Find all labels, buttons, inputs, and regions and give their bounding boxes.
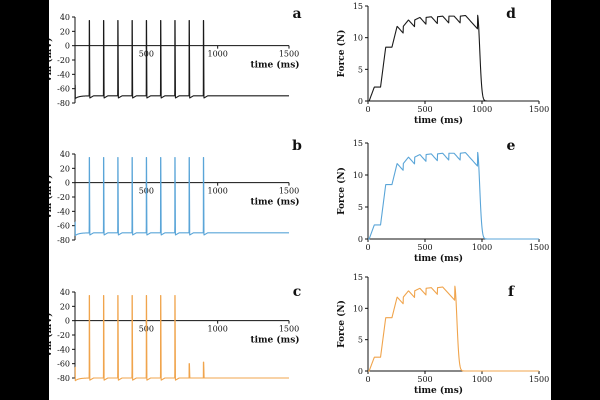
- y-tick-label: 15: [353, 273, 363, 282]
- x-tick-label: 1500: [279, 50, 299, 59]
- series-line-d: [367, 14, 540, 102]
- y-tick-label: -20: [57, 193, 70, 202]
- series-line-a: [74, 20, 290, 100]
- x-axis-label: time (ms): [414, 385, 463, 396]
- y-tick-label: -40: [57, 345, 70, 354]
- panel-letter-d: d: [506, 6, 516, 22]
- y-tick-label: -60: [57, 85, 70, 94]
- y-tick-label: 5: [358, 65, 363, 74]
- y-axis-label: Vm (mV): [49, 175, 54, 221]
- y-tick-label: -40: [57, 207, 70, 216]
- x-tick-label: 0: [365, 105, 370, 114]
- y-tick-label: -60: [57, 222, 70, 231]
- x-axis-label: time (ms): [414, 253, 463, 264]
- x-tick-label: 1500: [529, 243, 549, 252]
- panel-letter-f: f: [508, 284, 515, 300]
- y-tick-label: -40: [57, 70, 70, 79]
- x-axis-label: time (ms): [250, 335, 299, 346]
- y-tick-label: -60: [57, 360, 70, 369]
- x-tick-label: 1000: [207, 50, 227, 59]
- series-line-e: [367, 151, 540, 240]
- series-line-f: [367, 285, 540, 372]
- x-tick-label: 1500: [529, 375, 549, 384]
- y-tick-label: 10: [353, 171, 363, 180]
- x-tick-label: 1500: [529, 105, 549, 114]
- panel-letter-c: c: [293, 284, 302, 300]
- figure-frame: 40 20 0 -20 -40 -60 -80 500 1000 1500 time (ms) Vm …: [49, 0, 551, 400]
- y-tick-label: -80: [57, 99, 70, 108]
- x-tick-label: 0: [365, 375, 370, 384]
- x-tick-label: 1500: [279, 187, 299, 196]
- y-tick-label: 40: [60, 288, 70, 297]
- x-tick-label: 1000: [472, 105, 492, 114]
- x-tick-label: 1000: [472, 243, 492, 252]
- y-tick-label: 0: [65, 179, 70, 188]
- y-tick-label: 20: [60, 302, 70, 311]
- y-tick-label: 0: [358, 235, 363, 244]
- series-line-b: [74, 157, 290, 237]
- x-axis-label: time (ms): [250, 60, 299, 71]
- y-tick-label: 40: [60, 150, 70, 159]
- y-tick-label: 0: [358, 367, 363, 376]
- y-tick-label: 10: [353, 34, 363, 43]
- y-tick-label: 15: [353, 2, 363, 11]
- panel-letter-a: a: [292, 6, 301, 22]
- y-tick-label: -20: [57, 331, 70, 340]
- x-tick-label: 1500: [279, 325, 299, 334]
- y-tick-label: -80: [57, 374, 70, 383]
- y-tick-label: 0: [358, 97, 363, 106]
- y-axis-label: Vm (mV): [49, 38, 54, 84]
- x-tick-label: 1000: [207, 187, 227, 196]
- chart-panel-d: 0 5 10 15 0 500 1000 1500 time (ms) Force (N) d: [336, 2, 549, 126]
- x-tick-label: 500: [417, 375, 432, 384]
- y-tick-label: -20: [57, 56, 70, 65]
- y-tick-label: 10: [353, 304, 363, 313]
- y-tick-label: 15: [353, 139, 363, 148]
- y-tick-label: 20: [60, 164, 70, 173]
- y-axis-label: Force (N): [336, 30, 347, 78]
- y-axis-label: Vm (mV): [49, 313, 54, 359]
- y-axis-label: Force (N): [336, 300, 347, 348]
- panel-letter-e: e: [507, 138, 516, 154]
- panel-letter-b: b: [292, 138, 302, 154]
- y-tick-label: 20: [60, 27, 70, 36]
- x-tick-label: 1000: [472, 375, 492, 384]
- x-tick-label: 500: [417, 105, 432, 114]
- chart-panel-e: 0 5 10 15 0 500 1000 1500 time (ms) Force (N) e: [336, 138, 549, 264]
- y-tick-label: 40: [60, 13, 70, 22]
- y-tick-label: -80: [57, 236, 70, 245]
- y-axis-label: Force (N): [336, 167, 347, 215]
- x-tick-label: 0: [365, 243, 370, 252]
- y-tick-label: 5: [358, 203, 363, 212]
- x-axis-label: time (ms): [250, 197, 299, 208]
- chart-panel-f: 0 5 10 15 0 500 1000 1500 time (ms) Force (N) f: [336, 273, 549, 396]
- x-tick-label: 500: [417, 243, 432, 252]
- series-line-c: [74, 295, 290, 382]
- y-tick-label: 0: [65, 42, 70, 51]
- x-axis-label: time (ms): [414, 115, 463, 126]
- x-tick-label: 1000: [207, 325, 227, 334]
- y-tick-label: 0: [65, 317, 70, 326]
- y-tick-label: 5: [358, 336, 363, 345]
